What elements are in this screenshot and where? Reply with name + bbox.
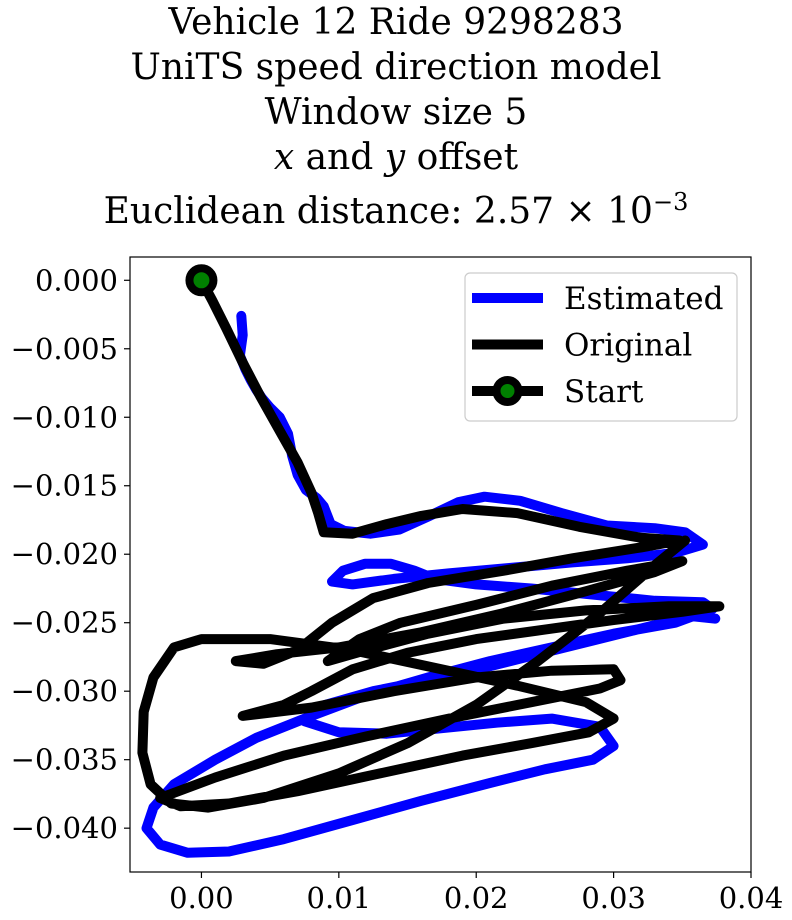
y-tick-label: −0.035 xyxy=(11,743,118,777)
legend-label-original: Original xyxy=(564,328,692,364)
title-and-text: and xyxy=(294,137,385,178)
title-x-symbol: x xyxy=(273,137,295,178)
title-line-model: UniTS speed direction model xyxy=(130,47,662,88)
x-axis: 0.00 0.01 0.02 0.03 0.04 xyxy=(169,872,783,915)
title-y-symbol: y xyxy=(384,137,406,178)
title-line-offset: x and y offset xyxy=(0,135,792,180)
start-marker xyxy=(185,264,218,297)
plot-frame xyxy=(129,256,752,873)
title-offset-text: offset xyxy=(405,137,519,178)
y-axis: 0.000 −0.005 −0.010 −0.015 −0.020 −0.025 −0.03… xyxy=(11,263,130,845)
y-tick-label: −0.030 xyxy=(11,674,118,708)
y-tick-label: −0.005 xyxy=(11,332,118,366)
y-tick-label: 0.000 xyxy=(35,263,118,297)
legend-label-estimated: Estimated xyxy=(564,281,723,317)
x-tick-label: 0.02 xyxy=(444,881,509,915)
y-tick-label: −0.020 xyxy=(11,537,118,571)
x-tick-label: 0.04 xyxy=(719,881,784,915)
legend-box xyxy=(464,272,738,422)
title-distance-text: Euclidean distance: 2.57 × 10 xyxy=(103,191,653,232)
series-layer xyxy=(137,264,725,858)
y-tick-label: −0.015 xyxy=(11,469,118,503)
legend: Estimated Original Start xyxy=(464,272,738,422)
legend-label-start: Start xyxy=(564,374,644,410)
title-line-vehicle: Vehicle 12 Ride 9298283 xyxy=(168,2,624,43)
x-tick-label: 0.00 xyxy=(169,881,234,915)
chart-title: Vehicle 12 Ride 9298283 UniTS speed dire… xyxy=(0,0,792,234)
y-tick-label: −0.010 xyxy=(11,400,118,434)
legend-start-marker xyxy=(492,376,523,406)
title-distance-exponent: −3 xyxy=(652,188,689,216)
title-line-distance: Euclidean distance: 2.57 × 10−3 xyxy=(0,180,792,234)
x-tick-label: 0.03 xyxy=(581,881,646,915)
y-tick-label: −0.040 xyxy=(11,811,118,845)
x-tick-label: 0.01 xyxy=(307,881,372,915)
series-line-original xyxy=(137,275,725,813)
title-line-window: Window size 5 xyxy=(264,92,528,133)
y-tick-label: −0.025 xyxy=(11,606,118,640)
